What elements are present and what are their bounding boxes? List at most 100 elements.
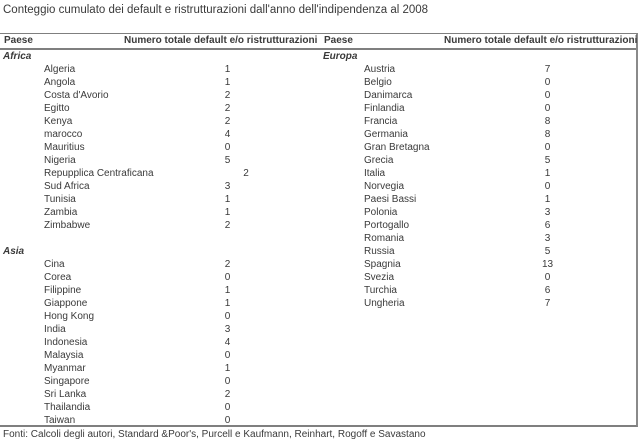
country-cell: Grecia xyxy=(364,155,394,166)
country-cell: Polonia xyxy=(364,207,398,218)
country-cell: Costa d'Avorio xyxy=(44,90,109,101)
country-cell: Malaysia xyxy=(44,350,84,361)
section-label: Africa xyxy=(3,51,32,62)
count-cell: 2 xyxy=(224,90,231,101)
table-row: Gran Bretagna 0 xyxy=(320,141,640,154)
table-row: Grecia 5 xyxy=(320,154,640,167)
country-cell: Giappone xyxy=(44,298,88,309)
count-cell: 2 xyxy=(224,220,231,231)
country-cell: Indonesia xyxy=(44,337,88,348)
country-cell: Spagnia xyxy=(364,259,401,270)
table-row: Indonesia 4 xyxy=(0,336,320,349)
country-cell: Thailandia xyxy=(44,402,91,413)
country-cell: Myanmar xyxy=(44,363,86,374)
table-row: Taiwan 0 xyxy=(0,414,320,427)
table-row: Russia 5 xyxy=(320,245,640,258)
table-row: Norvegia 0 xyxy=(320,180,640,193)
table-row: Thailandia 0 xyxy=(0,401,320,414)
country-cell: Paesi Bassi xyxy=(364,194,417,205)
table-row: Repupplica Centraficana 2 xyxy=(0,167,320,180)
count-cell: 0 xyxy=(544,142,551,153)
count-cell: 0 xyxy=(224,142,231,153)
count-cell: 0 xyxy=(544,77,551,88)
column-header-count-right: Numero totale default e/o ristrutturazio… xyxy=(444,35,638,46)
table-row: Hong Kong 0 xyxy=(0,310,320,323)
data-table: Paese Numero totale default e/o ristrutt… xyxy=(0,33,638,427)
left-column: Africa Algeria 1 Angola 1 Costa d'Avorio 2 Egit… xyxy=(0,50,320,427)
country-cell: Germania xyxy=(364,129,408,140)
country-cell: marocco xyxy=(44,129,83,140)
table-row: Romania 3 xyxy=(320,232,640,245)
table-row: Portogallo 6 xyxy=(320,219,640,232)
table-row: Singapore 0 xyxy=(0,375,320,388)
count-cell: 2 xyxy=(224,116,231,127)
count-cell: 8 xyxy=(544,116,551,127)
table-row: Tunisia 1 xyxy=(0,193,320,206)
column-header-count-left: Numero totale default e/o ristrutturazio… xyxy=(124,35,318,46)
country-cell: Kenya xyxy=(44,116,73,127)
count-cell: 2 xyxy=(224,103,231,114)
country-cell: India xyxy=(44,324,66,335)
count-cell: 1 xyxy=(224,363,231,374)
header-left-half: Paese Numero totale default e/o ristrutt… xyxy=(0,34,320,48)
table-row: marocco 4 xyxy=(0,128,320,141)
column-header-country-left: Paese xyxy=(4,35,33,46)
country-cell: Mauritius xyxy=(44,142,85,153)
count-cell: 7 xyxy=(544,64,551,75)
table-row: Malaysia 0 xyxy=(0,349,320,362)
table-row: Angola 1 xyxy=(0,76,320,89)
table-row: Turchia 6 xyxy=(320,284,640,297)
table-row: Finlandia 0 xyxy=(320,102,640,115)
count-cell: 8 xyxy=(544,129,551,140)
country-cell: Portogallo xyxy=(364,220,410,231)
table-row: Costa d'Avorio 2 xyxy=(0,89,320,102)
country-cell: Hong Kong xyxy=(44,311,95,322)
page-title: Conteggio cumulato dei default e ristrut… xyxy=(3,4,429,16)
table-row: Svezia 0 xyxy=(320,271,640,284)
country-cell: Norvegia xyxy=(364,181,405,192)
country-cell: Italia xyxy=(364,168,386,179)
count-cell: 5 xyxy=(224,155,231,166)
count-cell: 1 xyxy=(224,64,231,75)
count-cell: 0 xyxy=(544,90,551,101)
country-cell: Zimbabwe xyxy=(44,220,91,231)
count-cell xyxy=(135,232,320,245)
count-cell: 0 xyxy=(224,311,231,322)
country-cell: Ungheria xyxy=(364,298,405,309)
count-cell xyxy=(455,50,640,63)
count-cell: 0 xyxy=(224,272,231,283)
country-cell: Angola xyxy=(44,77,76,88)
count-cell: 5 xyxy=(544,246,551,257)
table-row: India 3 xyxy=(0,323,320,336)
count-cell: 0 xyxy=(224,402,231,413)
table-row: Austria 7 xyxy=(320,63,640,76)
spacer-row xyxy=(0,232,320,245)
count-cell: 1 xyxy=(224,285,231,296)
table-row: Egitto 2 xyxy=(0,102,320,115)
table-row: Belgio 0 xyxy=(320,76,640,89)
count-cell: 2 xyxy=(224,389,231,400)
section-header-row: Asia xyxy=(0,245,320,258)
table-row: Paesi Bassi 1 xyxy=(320,193,640,206)
country-cell: Taiwan xyxy=(44,415,76,426)
count-cell: 6 xyxy=(544,285,551,296)
table-row: Algeria 1 xyxy=(0,63,320,76)
count-cell: 1 xyxy=(224,77,231,88)
country-cell: Romania xyxy=(364,233,405,244)
count-cell: 6 xyxy=(544,220,551,231)
count-cell: 5 xyxy=(544,155,551,166)
section-label: Asia xyxy=(3,246,25,257)
table-row: Mauritius 0 xyxy=(0,141,320,154)
country-cell: Singapore xyxy=(44,376,90,387)
table-row: Spagnia 13 xyxy=(320,258,640,271)
count-cell: 0 xyxy=(544,181,551,192)
table-row: Nigeria 5 xyxy=(0,154,320,167)
country-cell: Belgio xyxy=(364,77,392,88)
country-cell: Svezia xyxy=(364,272,395,283)
country-cell: Austria xyxy=(364,64,396,75)
table-body: Africa Algeria 1 Angola 1 Costa d'Avorio 2 Egit… xyxy=(0,50,636,427)
country-cell: Zambia xyxy=(44,207,78,218)
table-row: Polonia 3 xyxy=(320,206,640,219)
count-cell: 0 xyxy=(224,415,231,426)
table-row: Cina 2 xyxy=(0,258,320,271)
